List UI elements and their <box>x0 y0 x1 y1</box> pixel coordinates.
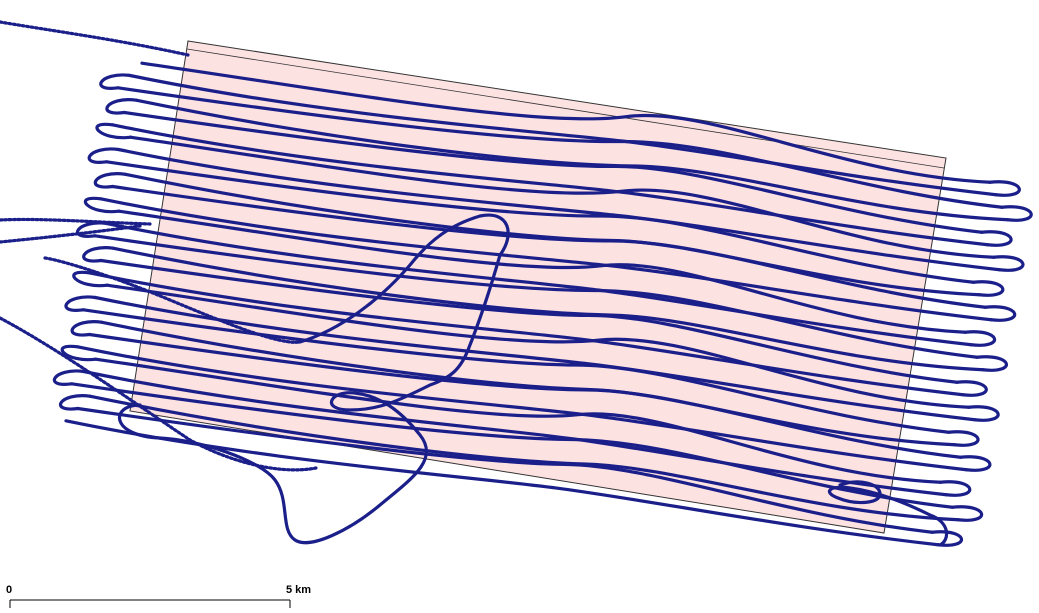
flight-line <box>70 382 954 509</box>
flight-line <box>76 406 934 534</box>
turn-loop-left <box>60 344 98 362</box>
turn-loop-right <box>988 180 1021 197</box>
turn-loop-left <box>105 98 138 115</box>
transit-track-left-4 <box>43 256 302 344</box>
transit-track-top <box>0 20 190 57</box>
turn-loop-left <box>70 320 104 337</box>
turn-loop-right <box>991 255 1025 272</box>
flight-line <box>128 135 996 259</box>
turn-loop-right <box>975 355 1008 372</box>
transit-track-left-3 <box>0 316 318 472</box>
turn-loop-right <box>955 380 988 397</box>
turn-loop-left <box>58 394 92 411</box>
flight-line <box>111 184 987 309</box>
turn-loop-left <box>95 122 133 140</box>
turn-loop-right <box>963 330 996 347</box>
flight-line <box>116 86 1004 209</box>
turn-loop-right <box>947 430 980 447</box>
flight-line <box>110 123 990 247</box>
turn-loop-left <box>64 295 97 312</box>
flight-line <box>87 332 963 459</box>
turn-loop-right <box>967 405 1000 422</box>
flight-line <box>117 209 967 334</box>
turn-loop-left <box>72 270 109 288</box>
scale-bar: 0 5 km <box>6 584 311 608</box>
flight-track <box>0 20 1033 547</box>
turn-loop-left <box>83 196 121 214</box>
turn-loop-right <box>958 455 992 472</box>
turn-loop-right <box>938 480 972 497</box>
flight-line <box>140 61 992 184</box>
survey-area-inner-border <box>186 48 945 169</box>
turn-loop-left <box>87 147 121 164</box>
turn-loop-right <box>980 230 1013 247</box>
turn-loop-right <box>930 530 963 547</box>
flight-line <box>93 234 979 359</box>
flight-line <box>122 110 984 234</box>
flight-line <box>105 283 971 409</box>
flight-line <box>64 419 940 547</box>
scale-bar-start-label: 0 <box>6 584 12 596</box>
transit-track-left-1 <box>0 217 152 226</box>
scale-bar-end-label: 5 km <box>286 584 311 596</box>
flight-line <box>94 357 942 484</box>
turn-loop-right <box>1000 205 1033 222</box>
turn-loop-left <box>52 369 86 386</box>
flight-line <box>104 160 976 284</box>
turn-loop-right <box>950 505 984 522</box>
transit-track-left-2 <box>0 224 142 244</box>
turn-loop-left <box>93 172 127 189</box>
flight-line <box>87 271 965 397</box>
turn-loop-right <box>983 305 1017 322</box>
turn-loop-right <box>971 280 1005 297</box>
flight-line <box>99 258 959 384</box>
turn-loop-left <box>99 73 132 90</box>
turn-loop-left <box>82 246 115 263</box>
flight-line <box>81 308 951 434</box>
turn-loop-left <box>75 221 109 238</box>
